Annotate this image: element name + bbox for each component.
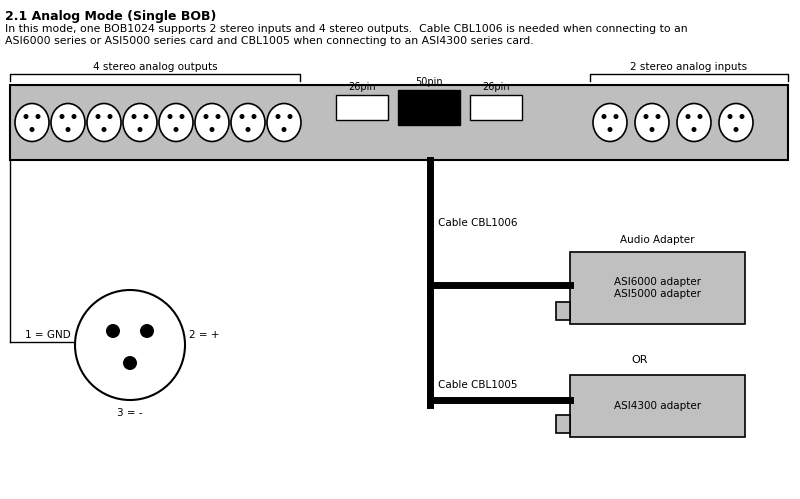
Ellipse shape: [593, 103, 627, 142]
Ellipse shape: [239, 114, 245, 119]
Ellipse shape: [607, 127, 613, 132]
Ellipse shape: [140, 324, 154, 338]
Ellipse shape: [75, 290, 185, 400]
Ellipse shape: [282, 127, 286, 132]
Ellipse shape: [275, 114, 281, 119]
Bar: [556, 415, 570, 433]
Text: 26pin: 26pin: [348, 82, 376, 92]
Bar: [398, 90, 460, 125]
Ellipse shape: [23, 114, 29, 119]
Bar: [570, 375, 745, 437]
Ellipse shape: [727, 114, 733, 119]
Ellipse shape: [195, 103, 229, 142]
Text: ASI4300 adapter: ASI4300 adapter: [614, 401, 701, 411]
Text: In this mode, one BOB1024 supports 2 stereo inputs and 4 stereo outputs.  Cable : In this mode, one BOB1024 supports 2 ste…: [5, 24, 688, 34]
Ellipse shape: [246, 127, 250, 132]
Ellipse shape: [15, 103, 49, 142]
Ellipse shape: [174, 127, 178, 132]
Text: OR: OR: [632, 355, 648, 365]
Ellipse shape: [614, 114, 618, 119]
Ellipse shape: [71, 114, 77, 119]
Text: 2 stereo analog inputs: 2 stereo analog inputs: [630, 62, 747, 72]
Bar: [10, 85, 788, 160]
Ellipse shape: [35, 114, 41, 119]
Ellipse shape: [231, 103, 265, 142]
Bar: [336, 95, 388, 120]
Ellipse shape: [123, 356, 137, 370]
Ellipse shape: [51, 103, 85, 142]
Bar: [470, 95, 522, 120]
Text: Cable CBL1005: Cable CBL1005: [438, 380, 518, 390]
Text: Cable CBL1006: Cable CBL1006: [438, 218, 518, 228]
Ellipse shape: [602, 114, 606, 119]
Ellipse shape: [167, 114, 173, 119]
Ellipse shape: [102, 127, 106, 132]
Ellipse shape: [138, 127, 142, 132]
Text: 26pin: 26pin: [482, 82, 510, 92]
Ellipse shape: [650, 127, 654, 132]
Ellipse shape: [215, 114, 221, 119]
Ellipse shape: [107, 114, 113, 119]
Bar: [556, 302, 570, 320]
Text: 50pin: 50pin: [415, 77, 443, 87]
Ellipse shape: [143, 114, 149, 119]
Text: 4 stereo analog outputs: 4 stereo analog outputs: [93, 62, 218, 72]
Text: ASI6000 adapter
ASI5000 adapter: ASI6000 adapter ASI5000 adapter: [614, 277, 701, 299]
Text: ASI6000 series or ASI5000 series card and CBL1005 when connecting to an ASI4300 : ASI6000 series or ASI5000 series card an…: [5, 36, 534, 46]
Ellipse shape: [66, 127, 70, 132]
Ellipse shape: [106, 324, 120, 338]
Ellipse shape: [251, 114, 257, 119]
Ellipse shape: [87, 103, 121, 142]
Ellipse shape: [698, 114, 702, 119]
Ellipse shape: [655, 114, 661, 119]
Ellipse shape: [635, 103, 669, 142]
Ellipse shape: [739, 114, 745, 119]
Ellipse shape: [203, 114, 209, 119]
Ellipse shape: [287, 114, 293, 119]
Text: 3 = -: 3 = -: [117, 408, 143, 418]
Ellipse shape: [643, 114, 649, 119]
Ellipse shape: [734, 127, 738, 132]
Ellipse shape: [131, 114, 137, 119]
Text: 1 = GND: 1 = GND: [26, 330, 71, 340]
Ellipse shape: [179, 114, 185, 119]
Ellipse shape: [686, 114, 690, 119]
Ellipse shape: [159, 103, 193, 142]
Ellipse shape: [123, 103, 157, 142]
Ellipse shape: [691, 127, 697, 132]
Text: 2.1 Analog Mode (Single BOB): 2.1 Analog Mode (Single BOB): [5, 10, 216, 23]
Ellipse shape: [95, 114, 101, 119]
Text: Audio Adapter: Audio Adapter: [620, 235, 694, 245]
Ellipse shape: [719, 103, 753, 142]
Ellipse shape: [59, 114, 65, 119]
Ellipse shape: [267, 103, 301, 142]
Bar: [570, 252, 745, 324]
Text: 2 = +: 2 = +: [189, 330, 219, 340]
Ellipse shape: [210, 127, 214, 132]
Ellipse shape: [677, 103, 711, 142]
Ellipse shape: [30, 127, 34, 132]
